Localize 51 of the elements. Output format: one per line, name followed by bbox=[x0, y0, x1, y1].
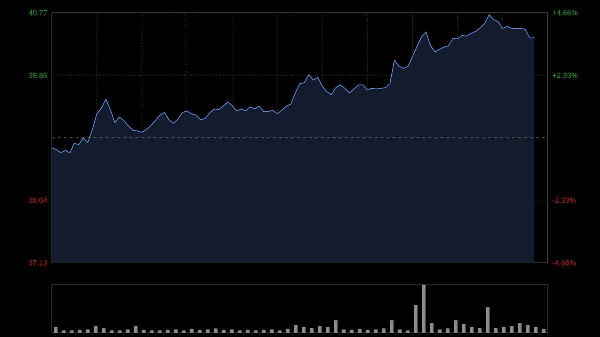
bar bbox=[422, 285, 426, 333]
bar bbox=[358, 329, 362, 333]
bar bbox=[86, 330, 90, 333]
bar bbox=[534, 327, 538, 333]
bar bbox=[462, 324, 466, 333]
bar bbox=[174, 330, 178, 333]
bar bbox=[542, 329, 546, 333]
bar bbox=[94, 326, 98, 333]
bar bbox=[230, 330, 234, 333]
bar bbox=[366, 330, 370, 333]
bar bbox=[310, 328, 314, 333]
bar bbox=[126, 330, 130, 333]
bar bbox=[190, 329, 194, 333]
bar bbox=[494, 328, 498, 333]
bar bbox=[102, 328, 106, 333]
bar bbox=[222, 330, 226, 333]
bar bbox=[430, 323, 434, 333]
bar bbox=[438, 330, 442, 333]
bar bbox=[206, 330, 210, 333]
bar bbox=[454, 320, 458, 333]
bar bbox=[446, 328, 450, 333]
bar bbox=[142, 330, 146, 333]
bar bbox=[502, 327, 506, 333]
bar bbox=[262, 330, 266, 333]
bar bbox=[414, 305, 418, 333]
bar bbox=[198, 330, 202, 333]
bar bbox=[390, 320, 394, 333]
bar bbox=[510, 326, 514, 333]
bar bbox=[382, 328, 386, 333]
bar bbox=[374, 330, 378, 333]
bar bbox=[246, 330, 250, 333]
bar bbox=[294, 325, 298, 333]
bar bbox=[54, 327, 58, 333]
bar bbox=[270, 330, 274, 333]
bar bbox=[334, 320, 338, 333]
bar bbox=[470, 327, 474, 333]
bar bbox=[166, 330, 170, 333]
bar bbox=[318, 326, 322, 333]
bar bbox=[526, 325, 530, 333]
bar bbox=[518, 323, 522, 333]
bar bbox=[214, 328, 218, 333]
bar bbox=[398, 330, 402, 333]
bar bbox=[326, 327, 330, 333]
bar bbox=[478, 328, 482, 333]
bar bbox=[134, 326, 138, 333]
bar bbox=[342, 330, 346, 333]
bar bbox=[486, 308, 490, 333]
bar bbox=[78, 330, 82, 333]
bar bbox=[286, 329, 290, 333]
bar bbox=[350, 330, 354, 333]
bar bbox=[302, 327, 306, 333]
